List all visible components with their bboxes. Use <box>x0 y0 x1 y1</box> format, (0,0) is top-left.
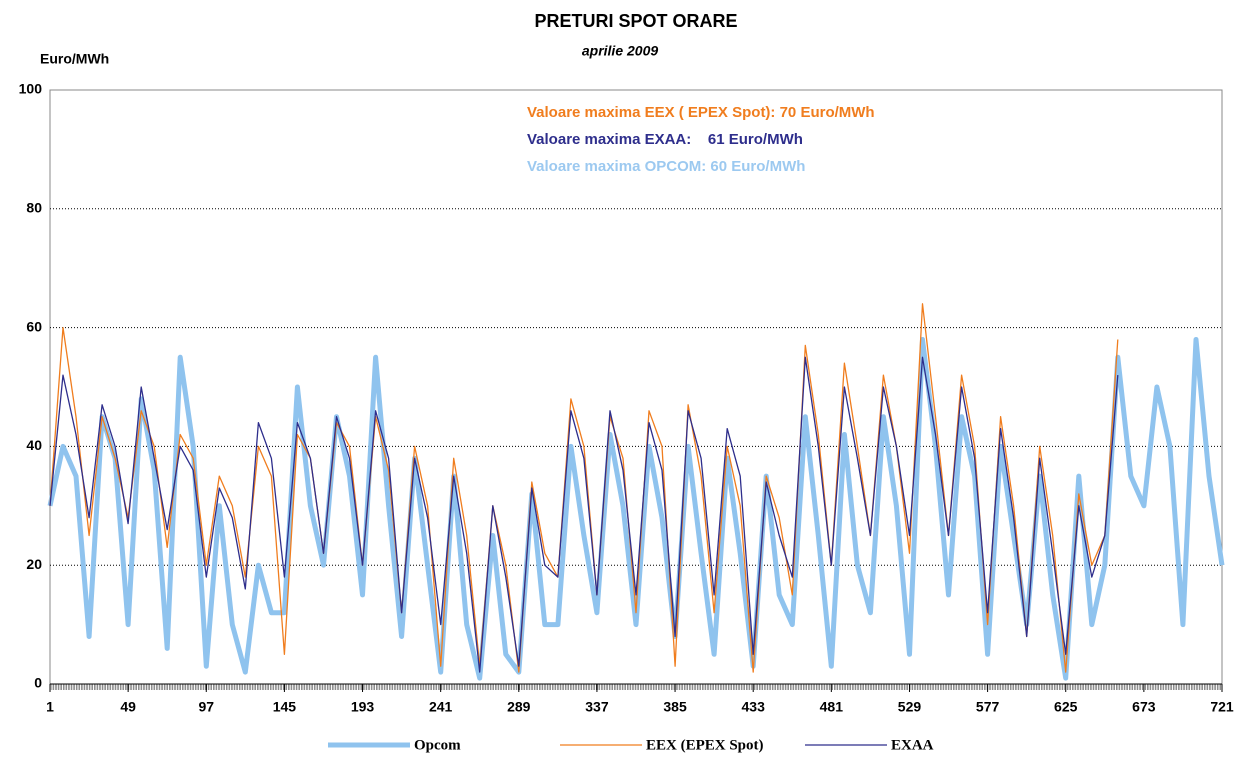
x-tick-label: 337 <box>585 699 609 715</box>
x-tick-label: 97 <box>198 699 214 715</box>
x-tick-label: 529 <box>898 699 922 715</box>
x-tick-label: 385 <box>663 699 687 715</box>
x-tick-label: 49 <box>120 699 136 715</box>
x-tick-label: 625 <box>1054 699 1078 715</box>
y-axis-label: Euro/MWh <box>40 51 109 67</box>
y-tick-label: 60 <box>26 318 42 334</box>
x-tick-label: 433 <box>742 699 766 715</box>
y-tick-label: 0 <box>34 675 42 691</box>
annotation: Valoare maxima OPCOM: 60 Euro/MWh <box>527 158 805 175</box>
x-tick-label: 721 <box>1210 699 1234 715</box>
x-tick-label: 481 <box>820 699 844 715</box>
y-tick-label: 20 <box>26 556 42 572</box>
x-tick-label: 673 <box>1132 699 1156 715</box>
x-tick-label: 193 <box>351 699 375 715</box>
series-line <box>47 337 1225 681</box>
chart-subtitle: aprilie 2009 <box>582 43 658 59</box>
x-tick-label: 289 <box>507 699 531 715</box>
legend-label: Opcom <box>414 737 461 753</box>
annotation: Valoare maxima EEX ( EPEX Spot): 70 Euro… <box>527 104 875 121</box>
x-tick-label: 577 <box>976 699 1000 715</box>
x-tick-label: 1 <box>46 699 54 715</box>
series-line <box>49 356 1119 673</box>
x-tick-label: 145 <box>273 699 297 715</box>
x-tick-label: 241 <box>429 699 453 715</box>
legend-label: EEX (EPEX Spot) <box>646 737 764 753</box>
series-line <box>49 303 1119 673</box>
chart-title: PRETURI SPOT ORARE <box>534 11 737 31</box>
y-tick-label: 80 <box>26 200 42 216</box>
y-tick-label: 40 <box>26 437 42 453</box>
legend-label: EXAA <box>891 737 934 753</box>
annotation: Valoare maxima EXAA: 61 Euro/MWh <box>527 131 803 148</box>
y-tick-label: 100 <box>19 81 43 97</box>
